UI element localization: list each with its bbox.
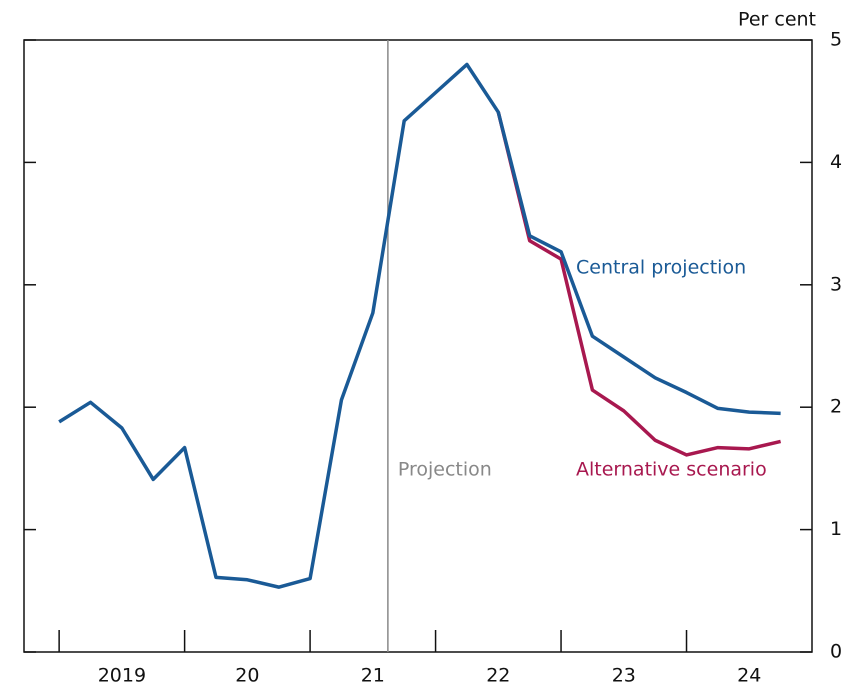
- x-tick-label: 2019: [98, 665, 146, 687]
- x-tick-label: 23: [612, 665, 636, 687]
- y-tick-label: 5: [830, 29, 842, 51]
- series-line: [496, 111, 782, 457]
- plot-frame: [23, 39, 813, 653]
- x-tick-label: 24: [737, 665, 761, 687]
- series-label: Central projection: [576, 257, 746, 279]
- y-tick-label: 4: [830, 151, 842, 173]
- series-line: [58, 62, 781, 589]
- y-tick-label: 2: [830, 396, 842, 418]
- y-tick-label: 1: [830, 518, 842, 540]
- y-tick-label: 0: [830, 641, 842, 663]
- y-tick-label: 3: [830, 273, 842, 295]
- x-tick-label: 22: [486, 665, 510, 687]
- series-label: Alternative scenario: [576, 459, 767, 481]
- x-tick-label: 21: [361, 665, 385, 687]
- y-axis-label: Per cent: [738, 9, 816, 31]
- x-tick-label: 20: [235, 665, 259, 687]
- projection-label: Projection: [398, 459, 492, 481]
